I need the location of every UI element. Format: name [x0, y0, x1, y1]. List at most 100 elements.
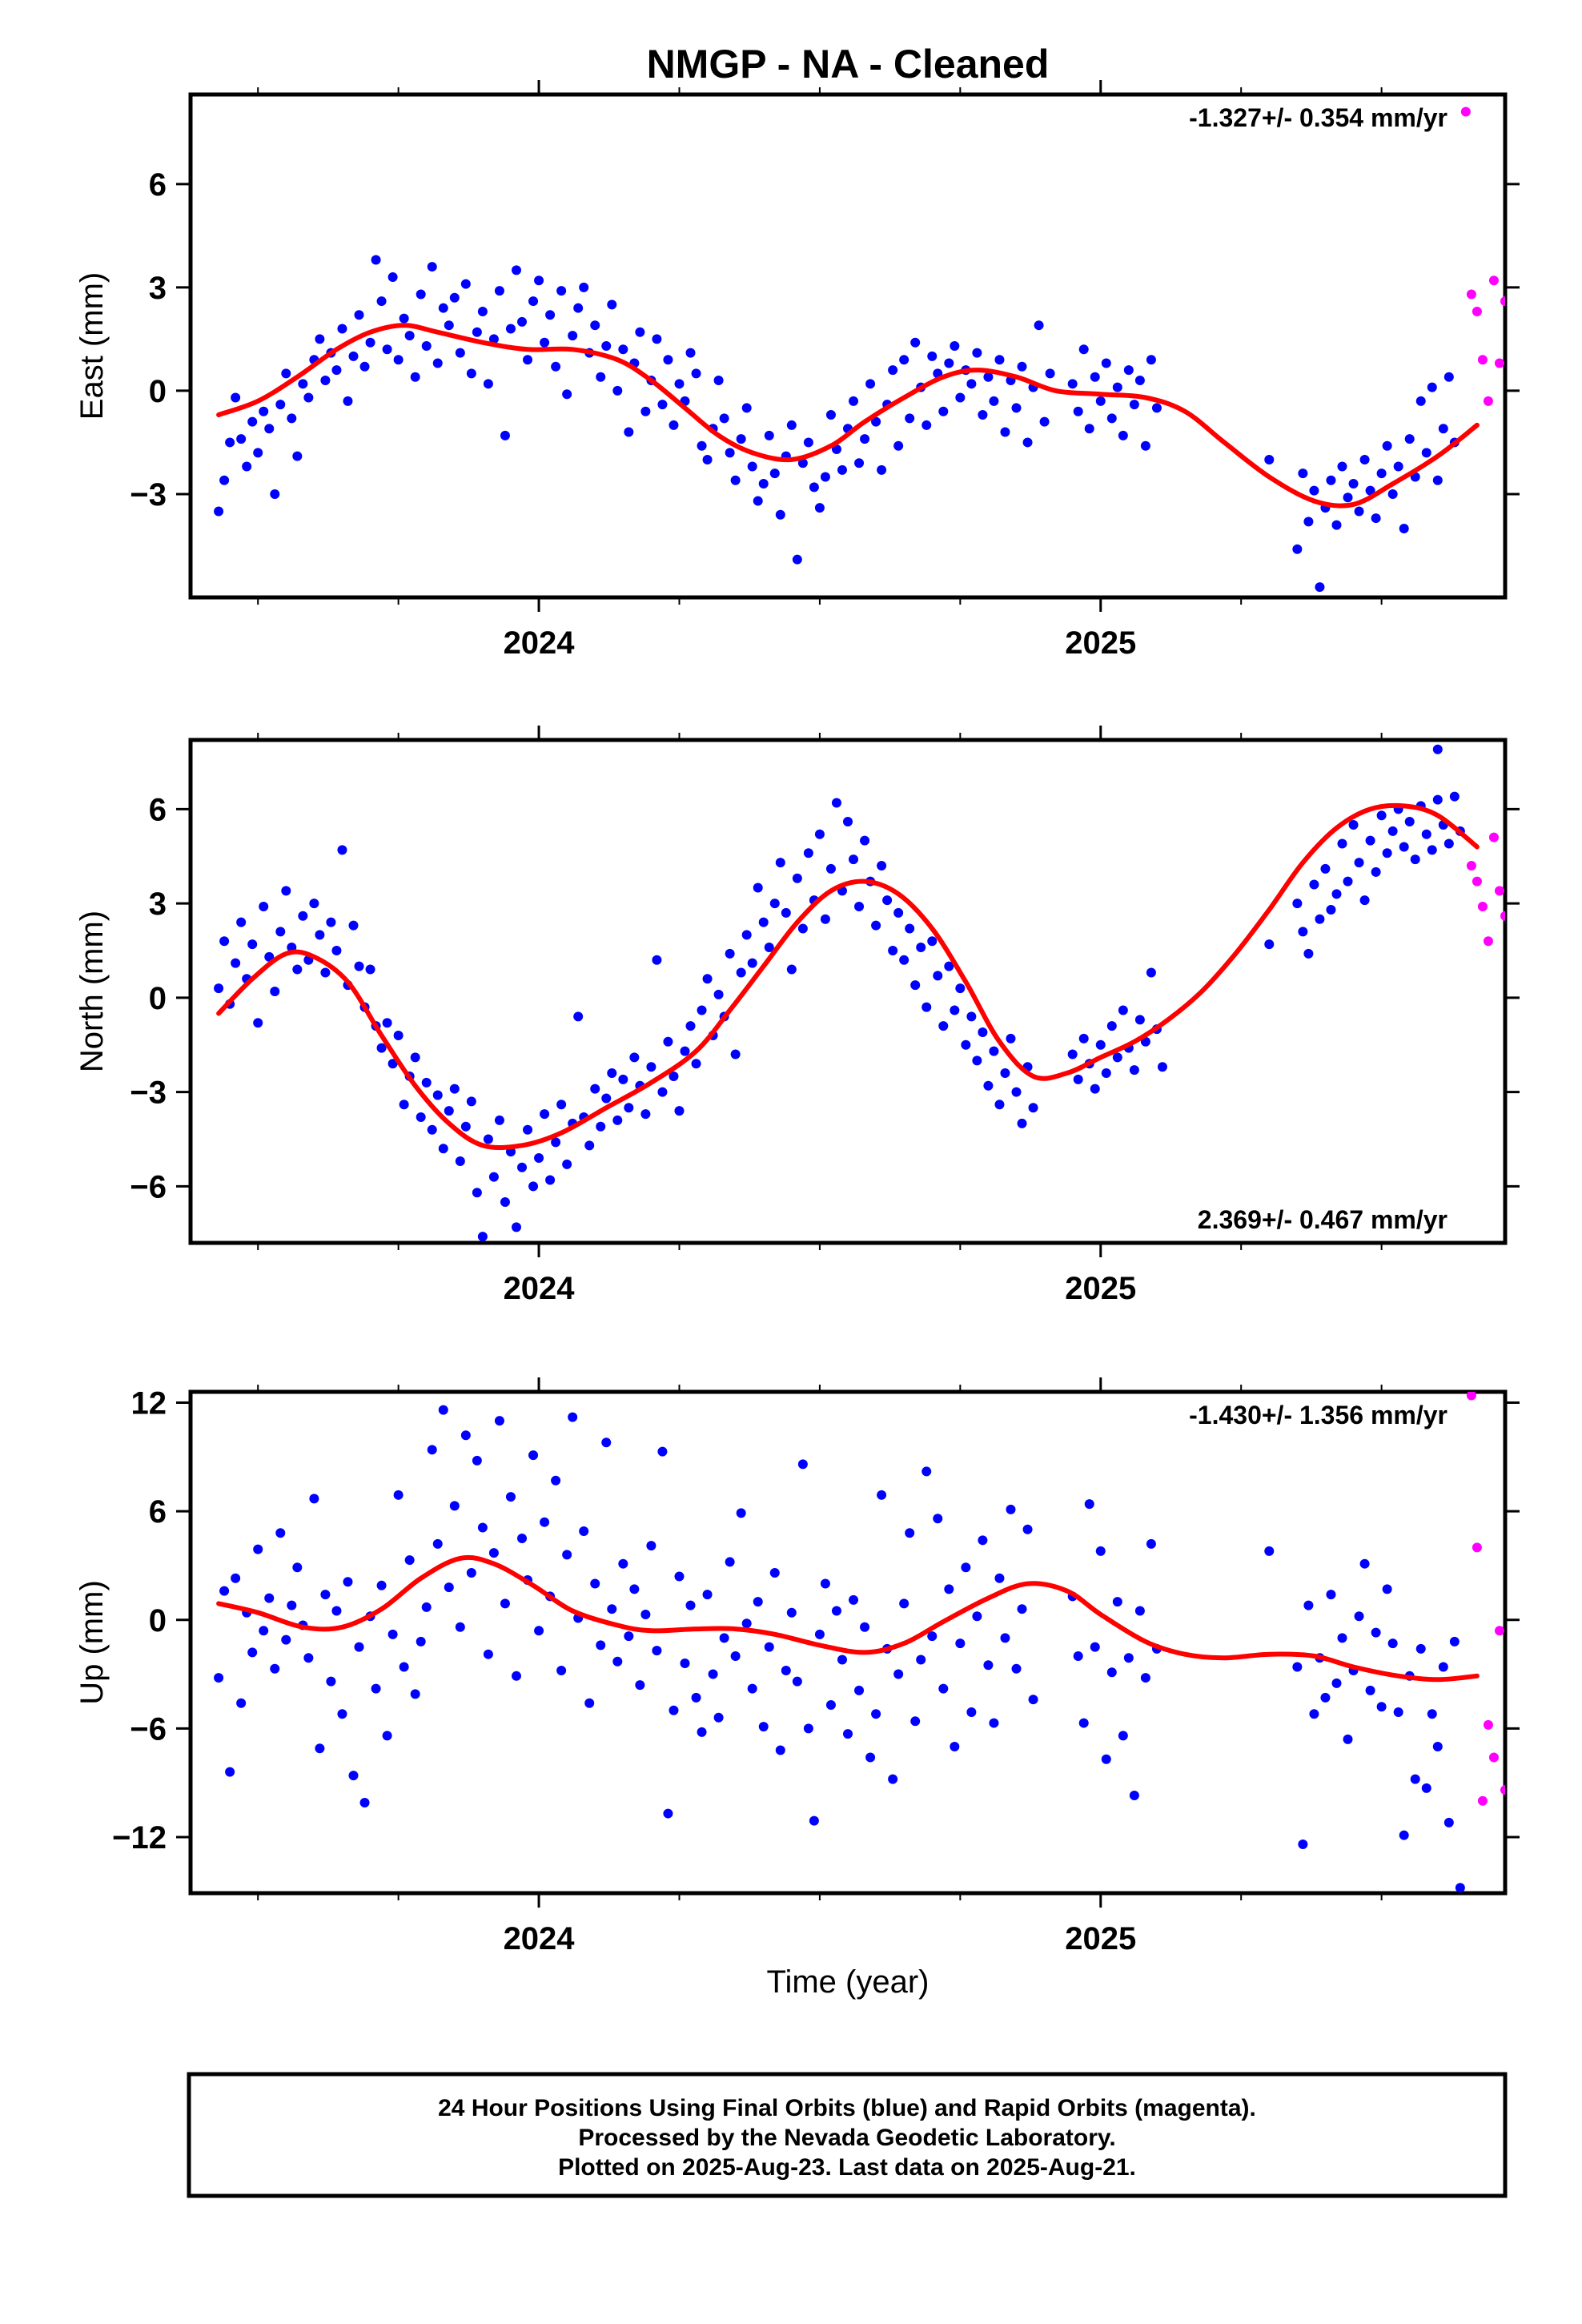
final-orbit-point: [797, 923, 808, 934]
final-orbit-point: [983, 1660, 994, 1671]
final-orbit-point: [584, 1698, 595, 1708]
final-orbit-point: [231, 392, 241, 403]
final-orbit-point: [573, 303, 584, 313]
final-orbit-point: [1303, 1600, 1314, 1610]
final-orbit-point: [315, 930, 325, 940]
final-orbit-point: [444, 1582, 454, 1593]
final-orbit-point: [624, 1631, 634, 1642]
final-orbit-point: [1309, 485, 1319, 496]
final-orbit-point: [905, 413, 915, 424]
final-orbit-point: [814, 503, 825, 513]
final-orbit-point: [1134, 1606, 1145, 1616]
final-orbit-point: [1022, 437, 1033, 448]
final-orbit-point: [865, 379, 876, 389]
final-orbit-point: [893, 1669, 904, 1679]
final-orbit-point: [747, 1683, 757, 1694]
final-orbit-point: [1034, 320, 1044, 331]
final-orbit-point: [584, 1140, 595, 1151]
final-orbit-point: [590, 1578, 600, 1589]
x-tick-label-up: 2024: [504, 1921, 576, 1956]
final-orbit-point: [500, 1598, 510, 1609]
final-orbit-point: [1090, 1642, 1100, 1652]
y-tick-label-east: 3: [149, 271, 167, 306]
final-orbit-point: [1315, 914, 1325, 924]
rapid-orbit-point: [1472, 1542, 1482, 1553]
final-orbit-point: [877, 464, 887, 475]
final-orbit-point: [1376, 810, 1387, 821]
final-orbit-point: [1078, 1033, 1089, 1043]
velocity-label-up: -1.430+/- 1.356 mm/yr: [1189, 1401, 1447, 1429]
final-orbit-point: [972, 348, 982, 358]
final-orbit-point: [1011, 1663, 1022, 1674]
final-orbit-point: [950, 1741, 960, 1751]
y-tick-label-north: 6: [149, 792, 167, 827]
final-orbit-point: [421, 341, 432, 351]
y-tick-label-north: 3: [149, 887, 167, 922]
y-tick-label-east: 0: [149, 374, 167, 409]
final-orbit-point: [674, 379, 685, 389]
final-orbit-point: [1326, 904, 1336, 915]
final-orbit-point: [1371, 1627, 1381, 1638]
final-orbit-point: [657, 1446, 668, 1457]
final-orbit-point: [803, 1723, 813, 1734]
final-orbit-point: [1112, 1597, 1122, 1607]
final-orbit-point: [640, 406, 651, 416]
final-orbit-point: [416, 1112, 426, 1122]
final-orbit-point: [1443, 372, 1454, 382]
final-orbit-point: [1000, 1068, 1010, 1079]
final-orbit-point: [764, 943, 774, 953]
final-orbit-point: [741, 930, 752, 940]
final-orbit-point: [1011, 1087, 1022, 1097]
y-tick-label-east: −3: [130, 477, 167, 513]
final-orbit-point: [753, 496, 763, 506]
final-orbit-point: [376, 1043, 387, 1053]
final-orbit-point: [596, 1121, 606, 1132]
final-orbit-point: [236, 434, 247, 444]
final-orbit-point: [1073, 1074, 1083, 1084]
final-orbit-point: [1393, 461, 1403, 472]
final-orbit-point: [556, 1100, 567, 1110]
final-orbit-point: [814, 829, 825, 839]
final-orbit-point: [882, 895, 893, 906]
final-orbit-point: [736, 967, 746, 978]
final-orbit-point: [854, 1685, 865, 1695]
rapid-orbit-point: [1472, 306, 1482, 316]
final-orbit-point: [568, 331, 578, 341]
rapid-orbit-point: [1488, 1752, 1499, 1763]
final-orbit-point: [540, 1109, 550, 1120]
final-orbit-point: [219, 1586, 230, 1596]
final-orbit-point: [551, 1475, 561, 1486]
final-orbit-point: [905, 1528, 915, 1538]
final-orbit-point: [259, 902, 269, 912]
final-orbit-point: [719, 413, 729, 424]
final-orbit-point: [921, 1002, 932, 1012]
final-orbit-point: [1028, 1695, 1038, 1705]
final-orbit-point: [483, 379, 493, 389]
y-tick-label-up: −6: [130, 1711, 167, 1747]
final-orbit-point: [607, 1068, 617, 1079]
final-orbit-point: [270, 1663, 280, 1674]
final-orbit-point: [843, 817, 853, 827]
final-orbit-point: [1006, 1033, 1016, 1043]
final-orbit-point: [590, 1084, 600, 1094]
final-orbit-point: [309, 899, 319, 909]
final-orbit-point: [534, 1626, 544, 1636]
final-orbit-point: [860, 1622, 870, 1632]
final-orbit-point: [905, 923, 915, 934]
final-orbit-point: [477, 1232, 488, 1242]
final-orbit-point: [326, 1676, 336, 1687]
final-orbit-point: [1106, 1667, 1117, 1678]
final-orbit-point: [944, 1584, 954, 1594]
final-orbit-point: [1309, 879, 1319, 890]
final-orbit-point: [460, 279, 471, 289]
y-tick-label-north: −6: [130, 1169, 167, 1204]
final-orbit-point: [1343, 876, 1353, 887]
final-orbit-point: [1303, 517, 1314, 527]
final-orbit-point: [1118, 430, 1128, 440]
final-orbit-point: [950, 1005, 960, 1015]
final-orbit-point: [320, 1590, 331, 1600]
final-orbit-point: [792, 1676, 802, 1687]
final-orbit-point: [483, 1134, 493, 1144]
final-orbit-point: [910, 980, 921, 991]
